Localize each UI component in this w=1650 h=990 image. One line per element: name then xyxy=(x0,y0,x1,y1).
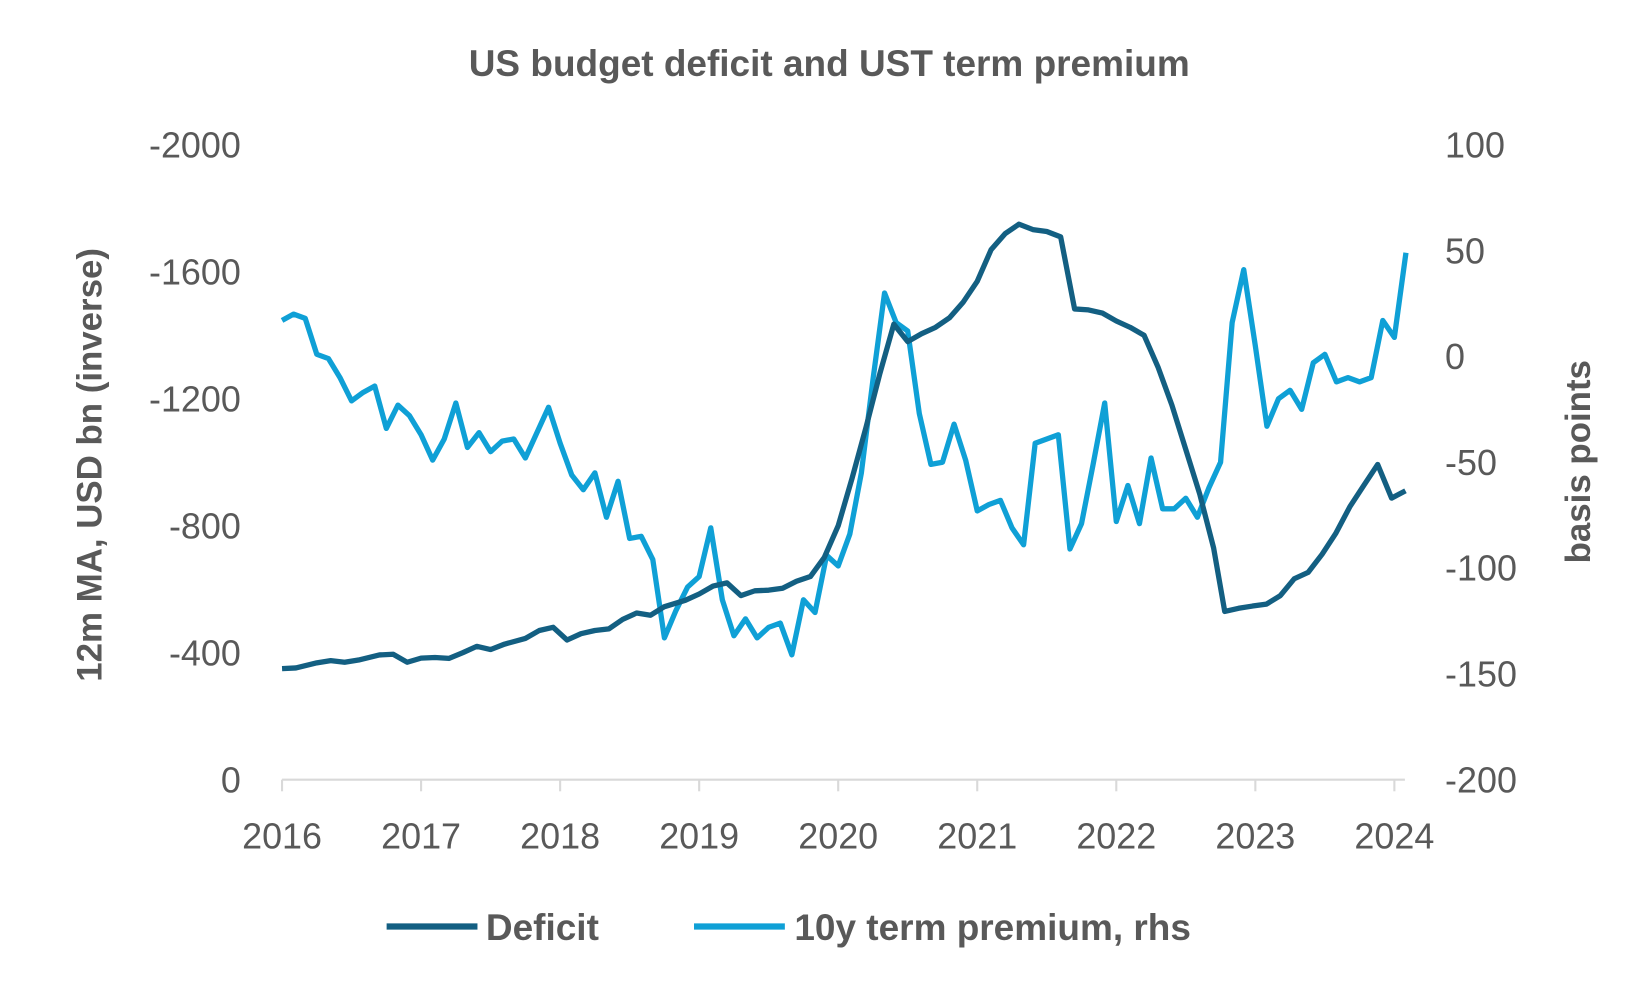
legend-label-deficit: Deficit xyxy=(486,907,599,948)
right-tick-label: -100 xyxy=(1445,548,1517,589)
axes: 2016 2017 2018 2019 2020 2021 2022 2023 2024 -200… xyxy=(149,125,1517,857)
right-tick-label: 0 xyxy=(1445,336,1465,377)
chart-title: US budget deficit and UST term premium xyxy=(469,43,1190,84)
x-tick-label: 2021 xyxy=(937,815,1017,856)
left-tick-label: 0 xyxy=(221,759,241,800)
x-tick-label: 2023 xyxy=(1215,815,1295,856)
right-tick-label: 100 xyxy=(1445,125,1505,166)
x-tick-label: 2016 xyxy=(242,815,322,856)
x-tick-label: 2017 xyxy=(381,815,461,856)
series-line-term-premium xyxy=(280,252,1409,658)
x-tick-label: 2018 xyxy=(520,815,600,856)
x-tick-label: 2024 xyxy=(1354,815,1434,856)
right-tick-label: -50 xyxy=(1445,442,1497,483)
right-tick-label: -200 xyxy=(1445,759,1517,800)
left-tick-label: -1600 xyxy=(149,251,241,292)
x-tick-label: 2022 xyxy=(1076,815,1156,856)
right-tick-label: -150 xyxy=(1445,654,1517,695)
x-tick-label: 2020 xyxy=(798,815,878,856)
left-tick-label: -800 xyxy=(169,505,241,546)
right-axis-title: basis points xyxy=(1559,360,1598,563)
series-line-deficit xyxy=(281,221,1407,672)
legend: Deficit 10y term premium, rhs xyxy=(386,907,1191,948)
legend-label-term-premium: 10y term premium, rhs xyxy=(794,907,1191,948)
left-tick-label: -1200 xyxy=(149,378,241,419)
right-tick-label: 50 xyxy=(1445,230,1485,271)
left-axis-title: 12m MA, USD bn (inverse) xyxy=(70,248,109,682)
x-tick-label: 2019 xyxy=(659,815,739,856)
plot-area xyxy=(280,221,1409,672)
left-tick-label: -400 xyxy=(169,632,241,673)
left-tick-label: -2000 xyxy=(149,125,241,166)
